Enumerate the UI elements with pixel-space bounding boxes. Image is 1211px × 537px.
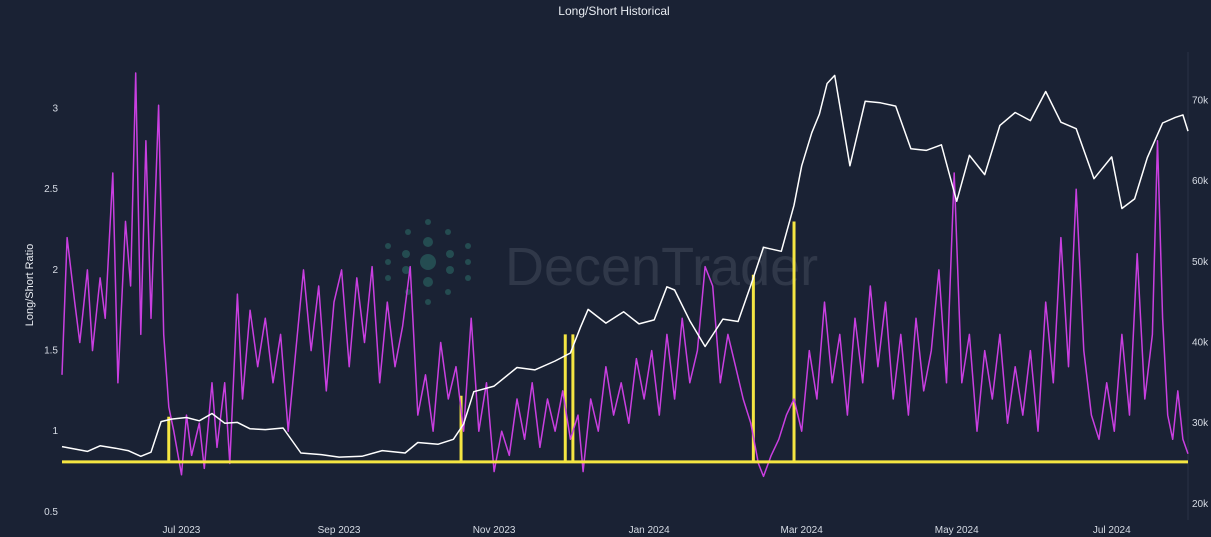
x-tick-label: May 2024 bbox=[935, 525, 979, 536]
y-tick-label-right: 30k bbox=[1192, 418, 1209, 429]
y-tick-label-left: 2 bbox=[52, 265, 58, 276]
y-tick-label-left: 3 bbox=[52, 103, 58, 114]
x-tick-label: Mar 2024 bbox=[781, 525, 824, 536]
watermark-dot bbox=[465, 275, 471, 281]
chart-title: Long/Short Historical bbox=[558, 4, 669, 18]
series-line-price bbox=[61, 74, 1189, 458]
watermark: DecenTrader bbox=[385, 219, 818, 305]
watermark-dot bbox=[405, 229, 411, 235]
watermark-dot bbox=[425, 299, 431, 305]
y-tick-label-left: 1.5 bbox=[44, 346, 58, 357]
watermark-dot bbox=[446, 250, 454, 258]
signal-markers bbox=[167, 221, 796, 462]
y-tick-label-right: 60k bbox=[1192, 176, 1209, 187]
watermark-dot bbox=[445, 289, 451, 295]
y-tick-label-right: 20k bbox=[1192, 499, 1209, 510]
x-tick-label: Jan 2024 bbox=[629, 525, 671, 536]
y-tick-label-left: 2.5 bbox=[44, 184, 58, 195]
watermark-dot bbox=[405, 289, 411, 295]
watermark-text: DecenTrader bbox=[505, 237, 818, 297]
y-axis-label-left: Long/Short Ratio bbox=[24, 244, 36, 327]
y-tick-label-right: 50k bbox=[1192, 257, 1209, 268]
watermark-dot bbox=[423, 277, 433, 287]
series-line-ratio bbox=[61, 72, 1189, 478]
x-axis: Jul 2023 Sep 2023 Nov 2023 Jan 2024 Mar 2024… bbox=[163, 525, 1132, 536]
x-tick-label: Jul 2024 bbox=[1093, 525, 1131, 536]
watermark-logo-icon bbox=[385, 219, 471, 305]
watermark-dot bbox=[402, 266, 410, 274]
watermark-dot bbox=[425, 219, 431, 225]
y-tick-label-left: 1 bbox=[52, 426, 58, 437]
watermark-dot bbox=[402, 250, 410, 258]
y-tick-label-left: 0.5 bbox=[44, 507, 58, 518]
watermark-dot bbox=[385, 243, 391, 249]
x-tick-label: Nov 2023 bbox=[473, 525, 516, 536]
watermark-dot bbox=[446, 266, 454, 274]
x-tick-label: Jul 2023 bbox=[163, 525, 201, 536]
watermark-dot bbox=[420, 254, 436, 270]
watermark-dot bbox=[385, 259, 391, 265]
watermark-dot bbox=[465, 259, 471, 265]
y-axis-right: 20k 30k 40k 50k 60k 70k bbox=[1192, 95, 1209, 509]
y-tick-label-right: 40k bbox=[1192, 337, 1209, 348]
watermark-dot bbox=[465, 243, 471, 249]
watermark-dot bbox=[385, 275, 391, 281]
y-tick-label-right: 70k bbox=[1192, 95, 1209, 106]
watermark-dot bbox=[423, 237, 433, 247]
watermark-dot bbox=[445, 229, 451, 235]
x-tick-label: Sep 2023 bbox=[318, 525, 361, 536]
y-axis-left: 0.5 1 1.5 2 2.5 3 bbox=[44, 103, 58, 517]
